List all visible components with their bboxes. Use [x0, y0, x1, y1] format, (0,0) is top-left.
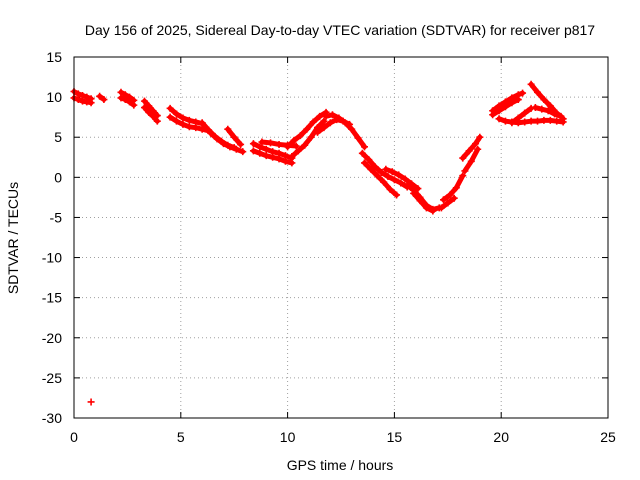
series-arc-24 — [410, 189, 437, 215]
x-tick-label: 20 — [493, 429, 509, 445]
x-tick-label: 25 — [600, 429, 616, 445]
series-trace — [355, 135, 367, 150]
series-trace — [150, 108, 160, 119]
series-arc-32 — [531, 104, 565, 120]
y-tick-label: -15 — [42, 290, 62, 306]
series-trace — [552, 111, 564, 119]
series-outlier — [87, 398, 95, 406]
x-tick-label: 5 — [177, 429, 185, 445]
x-tick-label: 10 — [280, 429, 296, 445]
series-trace — [445, 195, 457, 206]
series-trace — [453, 173, 466, 191]
series-trace — [84, 94, 94, 102]
series-arc-21 — [360, 159, 401, 199]
x-tick-label: 0 — [70, 429, 78, 445]
chart-title: Day 156 of 2025, Sidereal Day-to-day VTE… — [85, 22, 595, 38]
series-trace — [231, 134, 244, 147]
series-trace — [315, 118, 327, 131]
series-trace — [522, 105, 534, 116]
series-trace — [317, 109, 329, 119]
series-trace — [84, 99, 94, 106]
series-arc-06 — [140, 97, 161, 120]
series-arc-29 — [489, 89, 527, 115]
y-tick-label: -5 — [50, 209, 63, 225]
series-arc-07 — [140, 104, 161, 125]
y-tick-label: -25 — [42, 370, 62, 386]
series-arc-28 — [461, 145, 482, 175]
series-arc-03 — [96, 92, 108, 104]
y-axis-label: SDTVAR / TECUs — [5, 182, 21, 294]
x-axis-label: GPS time / hours — [287, 457, 394, 473]
x-tick-label: 15 — [387, 429, 403, 445]
y-tick-label: 5 — [54, 129, 62, 145]
series-trace — [554, 118, 566, 125]
series-trace — [127, 99, 137, 108]
series-trace — [150, 113, 160, 124]
series-arc-26 — [437, 194, 458, 212]
series-trace — [473, 134, 483, 147]
y-tick-label: -20 — [42, 330, 62, 346]
data-point — [87, 398, 95, 406]
data-points — [70, 80, 567, 406]
series-trace — [97, 93, 107, 103]
series-arc-02 — [70, 94, 95, 107]
series-arc-25 — [440, 172, 467, 204]
y-tick-label: 10 — [46, 89, 62, 105]
plot-frame — [73, 56, 609, 419]
y-tick-label: -30 — [42, 410, 62, 426]
series-arc-22 — [382, 165, 422, 193]
series-trace — [282, 158, 295, 166]
series-trace — [423, 205, 436, 214]
y-tick-label: 15 — [46, 49, 62, 65]
series-arc-05 — [117, 94, 138, 109]
series-trace — [387, 186, 400, 198]
series-arc-12 — [224, 125, 245, 148]
series-arc-16 — [284, 108, 330, 151]
series-arc-30 — [489, 96, 522, 119]
series-arc-27 — [459, 133, 484, 162]
axis-ticks: 0 5 10 15 20 25 15 10 5 0 -5 -10 -15 -20 -25 -30 — [42, 49, 616, 445]
series-arc-14 — [249, 147, 296, 167]
series-trace — [509, 97, 521, 106]
series-trace — [408, 181, 421, 192]
y-tick-label: 0 — [54, 169, 62, 185]
series-arc-20 — [358, 149, 411, 191]
series-trace — [515, 90, 526, 98]
series-arc-34 — [508, 104, 535, 127]
series-arc-11 — [207, 129, 247, 156]
series-arc-19 — [322, 111, 368, 151]
series-trace — [233, 146, 246, 155]
series-trace — [127, 94, 137, 103]
y-tick-label: -10 — [42, 250, 62, 266]
series-trace — [468, 146, 481, 164]
